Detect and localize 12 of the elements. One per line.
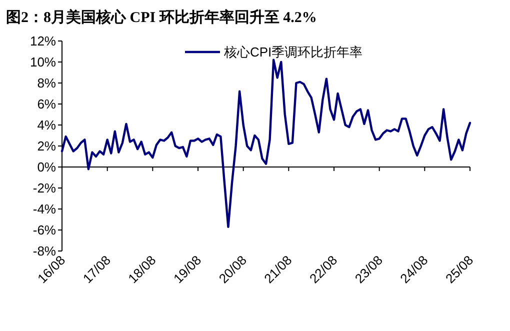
- title: 图2：8月美国核心 CPI 环比折年率回升至 4.2%: [6, 10, 317, 26]
- y-tick-label: 4%: [37, 118, 56, 132]
- y-tick-label: 8%: [37, 76, 56, 90]
- y-tick-label: -6%: [32, 222, 56, 238]
- y-tick-label: 10%: [30, 54, 56, 70]
- y-tick-label: -8%: [32, 244, 56, 258]
- y-tick-label: 6%: [37, 96, 56, 112]
- y-tick-label: -2%: [32, 180, 56, 196]
- y-tick-label: 12%: [30, 34, 56, 48]
- y-tick-label: -4%: [32, 202, 56, 216]
- y-tick-label: 0%: [37, 160, 56, 174]
- y-tick-label: 2%: [37, 138, 56, 154]
